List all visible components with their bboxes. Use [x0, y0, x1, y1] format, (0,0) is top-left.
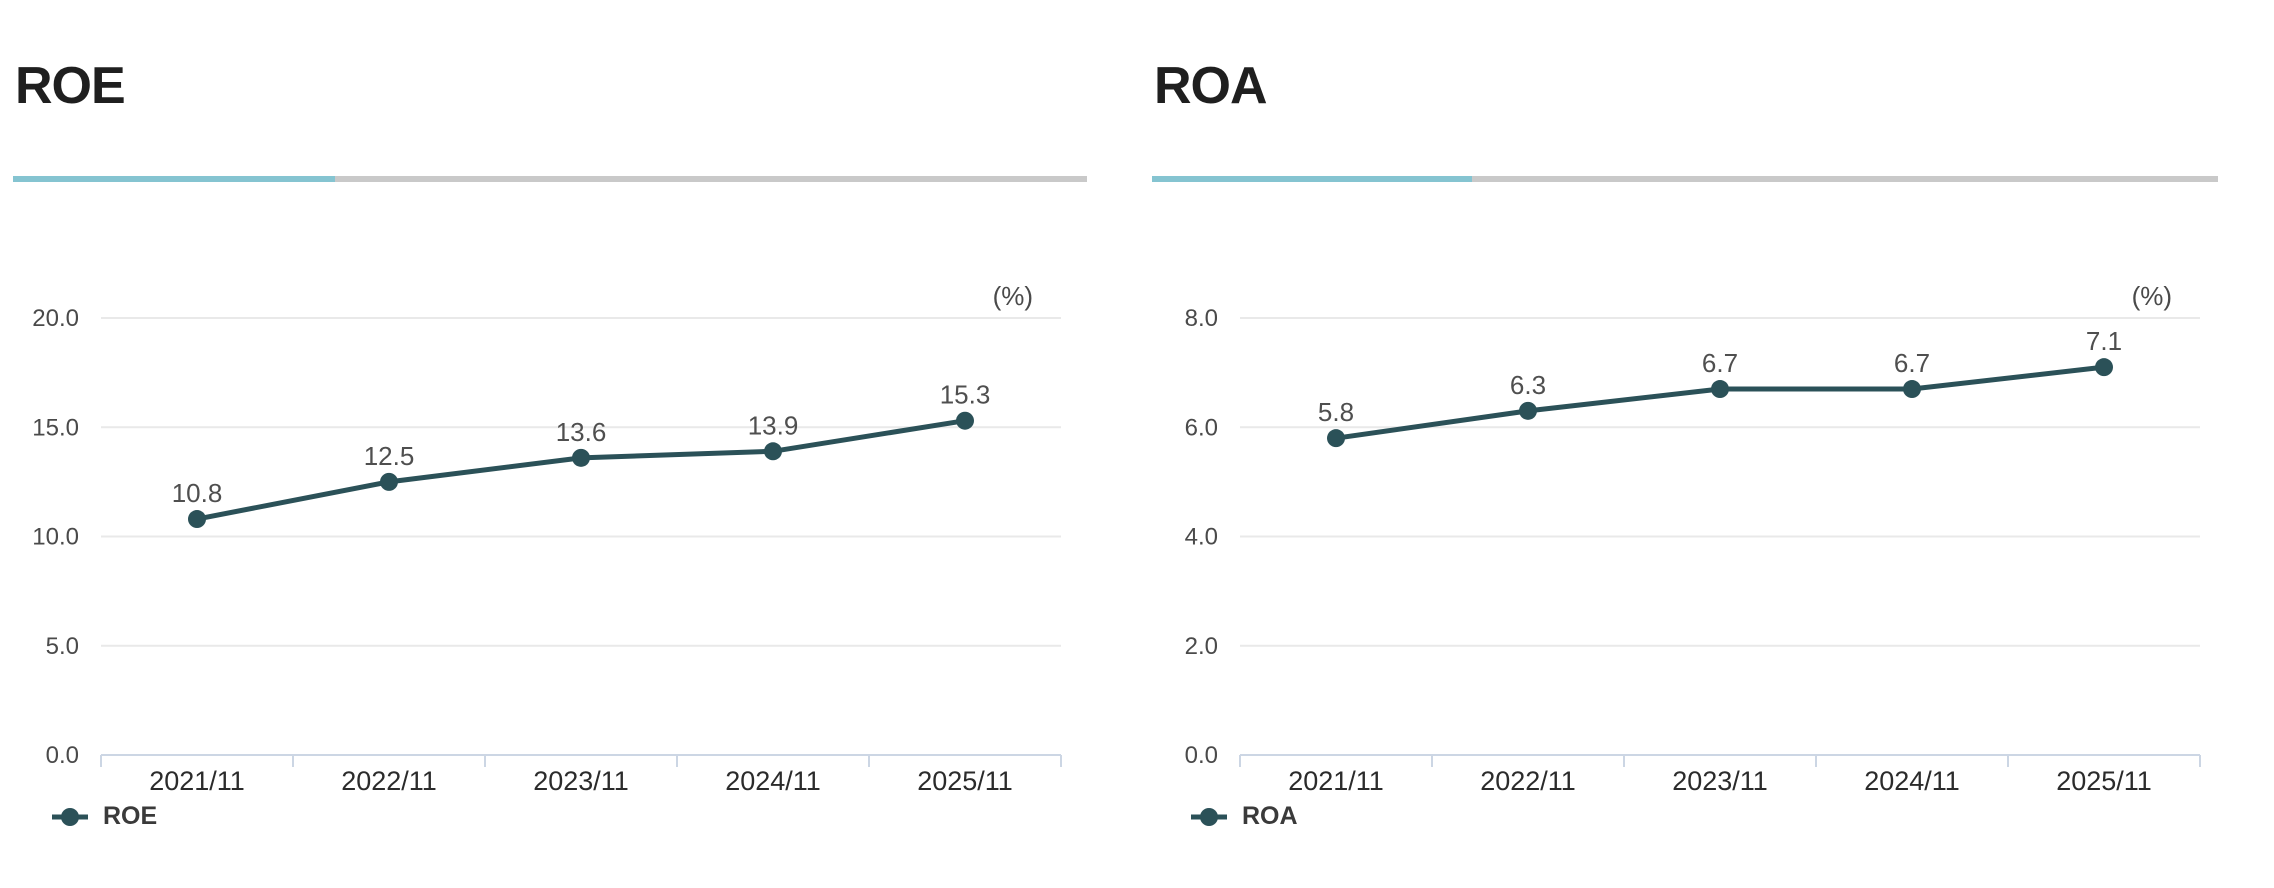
y-axis-tick-label: 0.0 — [46, 742, 79, 769]
x-axis-category-label: 2021/11 — [149, 766, 245, 796]
x-axis-category-label: 2023/11 — [533, 766, 629, 796]
data-point-label: 6.7 — [1894, 348, 1930, 378]
roa-legend-item[interactable]: ROA — [1190, 804, 1298, 829]
x-axis-category-label: 2022/11 — [1480, 766, 1576, 796]
data-point — [572, 448, 590, 467]
y-axis-tick-label: 5.0 — [46, 633, 79, 660]
roa-chart-title: ROA — [1154, 57, 1268, 115]
title-divider-bar — [13, 176, 1087, 182]
data-point-label: 13.9 — [748, 410, 799, 440]
data-point-label: 5.8 — [1318, 397, 1354, 427]
x-axis-category-label: 2021/11 — [1288, 766, 1384, 796]
y-axis-tick-label: 2.0 — [1185, 633, 1218, 660]
data-point — [1519, 401, 1537, 420]
data-point — [1711, 380, 1729, 399]
data-point — [380, 472, 398, 491]
legend-label: ROA — [1242, 802, 1298, 830]
x-axis-category-label: 2022/11 — [341, 766, 437, 796]
roa-chart-panel: ROA 0.0 2.0 4.0 6.0 8.0 2021/11 2022/11 2023/11… — [1152, 0, 2218, 888]
x-axis-category-label: 2025/11 — [917, 766, 1013, 796]
roe-chart-panel: ROE 0.0 5.0 10.0 15.0 20.0 2021/11 2022/11 2023… — [13, 0, 1087, 888]
data-point — [1903, 380, 1921, 399]
x-axis-category-label: 2025/11 — [2056, 766, 2152, 796]
data-point — [188, 510, 206, 529]
data-point-label: 6.3 — [1510, 370, 1546, 400]
legend-label: ROE — [103, 802, 158, 830]
x-axis-category-label: 2023/11 — [1672, 766, 1768, 796]
data-point-label: 13.6 — [556, 417, 607, 447]
y-axis-tick-label: 10.0 — [32, 524, 79, 551]
data-point-label: 7.1 — [2086, 326, 2122, 356]
roe-legend-item[interactable]: ROE — [51, 804, 157, 829]
roe-chart-title: ROE — [15, 57, 126, 115]
title-divider-accent — [1152, 176, 1472, 182]
data-point-label: 10.8 — [172, 478, 223, 508]
data-point-label: 15.3 — [940, 380, 991, 410]
line-series-marker-icon — [1191, 807, 1227, 826]
line-series-marker-icon — [52, 807, 88, 826]
data-point-label: 6.7 — [1702, 348, 1738, 378]
x-axis-category-label: 2024/11 — [725, 766, 821, 796]
y-axis-tick-label: 4.0 — [1185, 524, 1218, 551]
title-divider-bar — [1152, 176, 2218, 182]
y-axis-unit-label: (%) — [993, 281, 1033, 311]
data-point — [956, 411, 974, 430]
x-axis-category-label: 2024/11 — [1864, 766, 1960, 796]
y-axis-tick-label: 0.0 — [1185, 742, 1218, 769]
y-axis-unit-label: (%) — [2132, 281, 2172, 311]
title-divider-accent — [13, 176, 336, 182]
data-point-label: 12.5 — [364, 441, 415, 471]
y-axis-tick-label: 8.0 — [1185, 305, 1218, 332]
data-point — [1327, 429, 1345, 448]
y-axis-tick-label: 20.0 — [32, 305, 79, 332]
y-axis-tick-label: 6.0 — [1185, 414, 1218, 441]
data-point — [2095, 358, 2113, 377]
roa-line-chart: 0.0 2.0 4.0 6.0 8.0 2021/11 2022/11 2023/11 2024… — [1185, 281, 2201, 796]
y-axis-tick-label: 15.0 — [32, 414, 79, 441]
data-point — [764, 442, 782, 461]
roe-line-chart: 0.0 5.0 10.0 15.0 20.0 2021/11 2022/11 2023/11 2… — [32, 281, 1062, 796]
